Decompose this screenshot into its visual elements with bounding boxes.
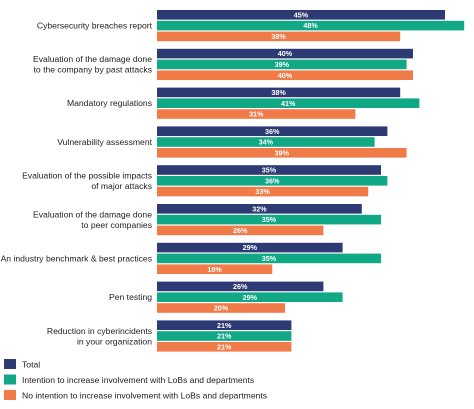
bar-total-9: [157, 320, 292, 330]
category-label-pen-testing: Pen testing: [109, 292, 152, 302]
bar-total-3: [157, 87, 401, 98]
bar-intention-to-increase-involvem-9: [157, 331, 292, 341]
bar-value-label: 20%: [214, 304, 229, 313]
category-label-evaluation-of-the-possible-impacts-of-major-attacks: Evaluation of the possible impacts of maj…: [22, 171, 152, 192]
bar-value-label: 35%: [262, 166, 277, 175]
bar-no-intention-to-increase-invol-2: [157, 70, 413, 80]
bar-total-5: [157, 165, 381, 175]
bar-total-4: [157, 126, 388, 136]
bar-value-label: 18%: [207, 265, 222, 274]
bar-value-label: 35%: [262, 215, 277, 224]
category-label-cybersecurity-breaches-report: Cybersecurity breaches report: [37, 21, 153, 31]
category-label-an-industry-benchmark-best-practices: An industry benchmark & best practices: [1, 253, 152, 263]
bar-value-labels: 45%48%38%40%39%40%38%41%31%36%34%39%35%3…: [207, 10, 318, 351]
bar-value-label: 33%: [255, 187, 270, 196]
bar-intention-to-increase-involvem-8: [157, 292, 343, 302]
bar-value-label: 32%: [252, 204, 267, 213]
legend-swatch-1: [4, 359, 16, 369]
bar-no-intention-to-increase-invol-5: [157, 186, 369, 197]
bar-intention-to-increase-involvem-6: [157, 214, 381, 225]
legend-label-1: Total: [22, 360, 40, 370]
bar-value-label: 31%: [249, 110, 264, 119]
bar-total-2: [157, 48, 413, 59]
bar-intention-to-increase-involvem-3: [157, 98, 420, 108]
bar-no-intention-to-increase-invol-1: [157, 31, 401, 42]
bar-intention-to-increase-involvem-7: [157, 253, 381, 264]
bar-value-label: 45%: [294, 10, 309, 19]
bar-value-label: 41%: [281, 99, 296, 108]
legend-label-3: No intention to increase involvement wit…: [22, 391, 267, 401]
bar-value-label: 36%: [265, 127, 280, 136]
bar-value-label: 26%: [233, 282, 248, 291]
bar-total-7: [157, 242, 343, 253]
bar-value-label: 21%: [217, 332, 232, 341]
bar-no-intention-to-increase-invol-4: [157, 148, 407, 158]
bar-value-label: 35%: [262, 254, 277, 263]
category-label-reduction-in-cyberincidents-in-your-organization: Reduction in cyberincidents in your organ…: [47, 326, 152, 347]
bar-value-label: 39%: [275, 148, 290, 157]
legend-label-2: Intention to increase involvement with L…: [22, 375, 254, 385]
bars: [157, 10, 465, 352]
category-label-evaluation-of-the-damage-done-to-the-company-by-past-attacks: Evaluation of the damage done to the comp…: [33, 54, 152, 75]
bar-value-label: 38%: [271, 88, 286, 97]
bar-value-label: 48%: [303, 21, 318, 30]
bar-value-label: 29%: [243, 293, 258, 302]
bar-no-intention-to-increase-invol-9: [157, 342, 292, 352]
bar-no-intention-to-increase-invol-6: [157, 225, 324, 236]
legend-swatch-3: [4, 390, 16, 400]
legend: Total Intention to increase involvement w…: [4, 359, 267, 401]
category-label-mandatory-regulations: Mandatory regulations: [67, 98, 152, 108]
bar-no-intention-to-increase-invol-7: [157, 264, 273, 274]
bar-value-label: 29%: [243, 243, 258, 252]
bar-total-1: [157, 10, 445, 20]
bar-intention-to-increase-involvem-5: [157, 176, 388, 186]
category-labels: Cybersecurity breaches report Evaluation …: [1, 21, 153, 347]
bar-value-label: 40%: [278, 49, 293, 58]
bar-value-label: 36%: [265, 176, 280, 185]
bar-value-label: 40%: [278, 71, 293, 80]
bar-value-label: 34%: [259, 138, 274, 147]
bar-total-6: [157, 204, 362, 214]
bar-total-8: [157, 281, 324, 292]
category-label-evaluation-of-the-damage-done-to-peer-companies: Evaluation of the damage done to peer com…: [33, 209, 152, 230]
bar-no-intention-to-increase-invol-8: [157, 303, 285, 313]
bar-no-intention-to-increase-invol-3: [157, 109, 356, 119]
bar-intention-to-increase-involvem-4: [157, 137, 375, 147]
bar-intention-to-increase-involvem-2: [157, 59, 407, 70]
bar-value-label: 21%: [217, 342, 232, 351]
bar-intention-to-increase-involvem-1: [157, 20, 465, 31]
legend-swatch-2: [4, 374, 16, 385]
bar-value-label: 21%: [217, 321, 232, 330]
category-label-vulnerability-assessment: Vulnerability assessment: [57, 137, 152, 147]
bar-value-label: 26%: [233, 226, 248, 235]
bar-value-label: 39%: [275, 60, 290, 69]
bar-value-label: 38%: [271, 32, 286, 41]
